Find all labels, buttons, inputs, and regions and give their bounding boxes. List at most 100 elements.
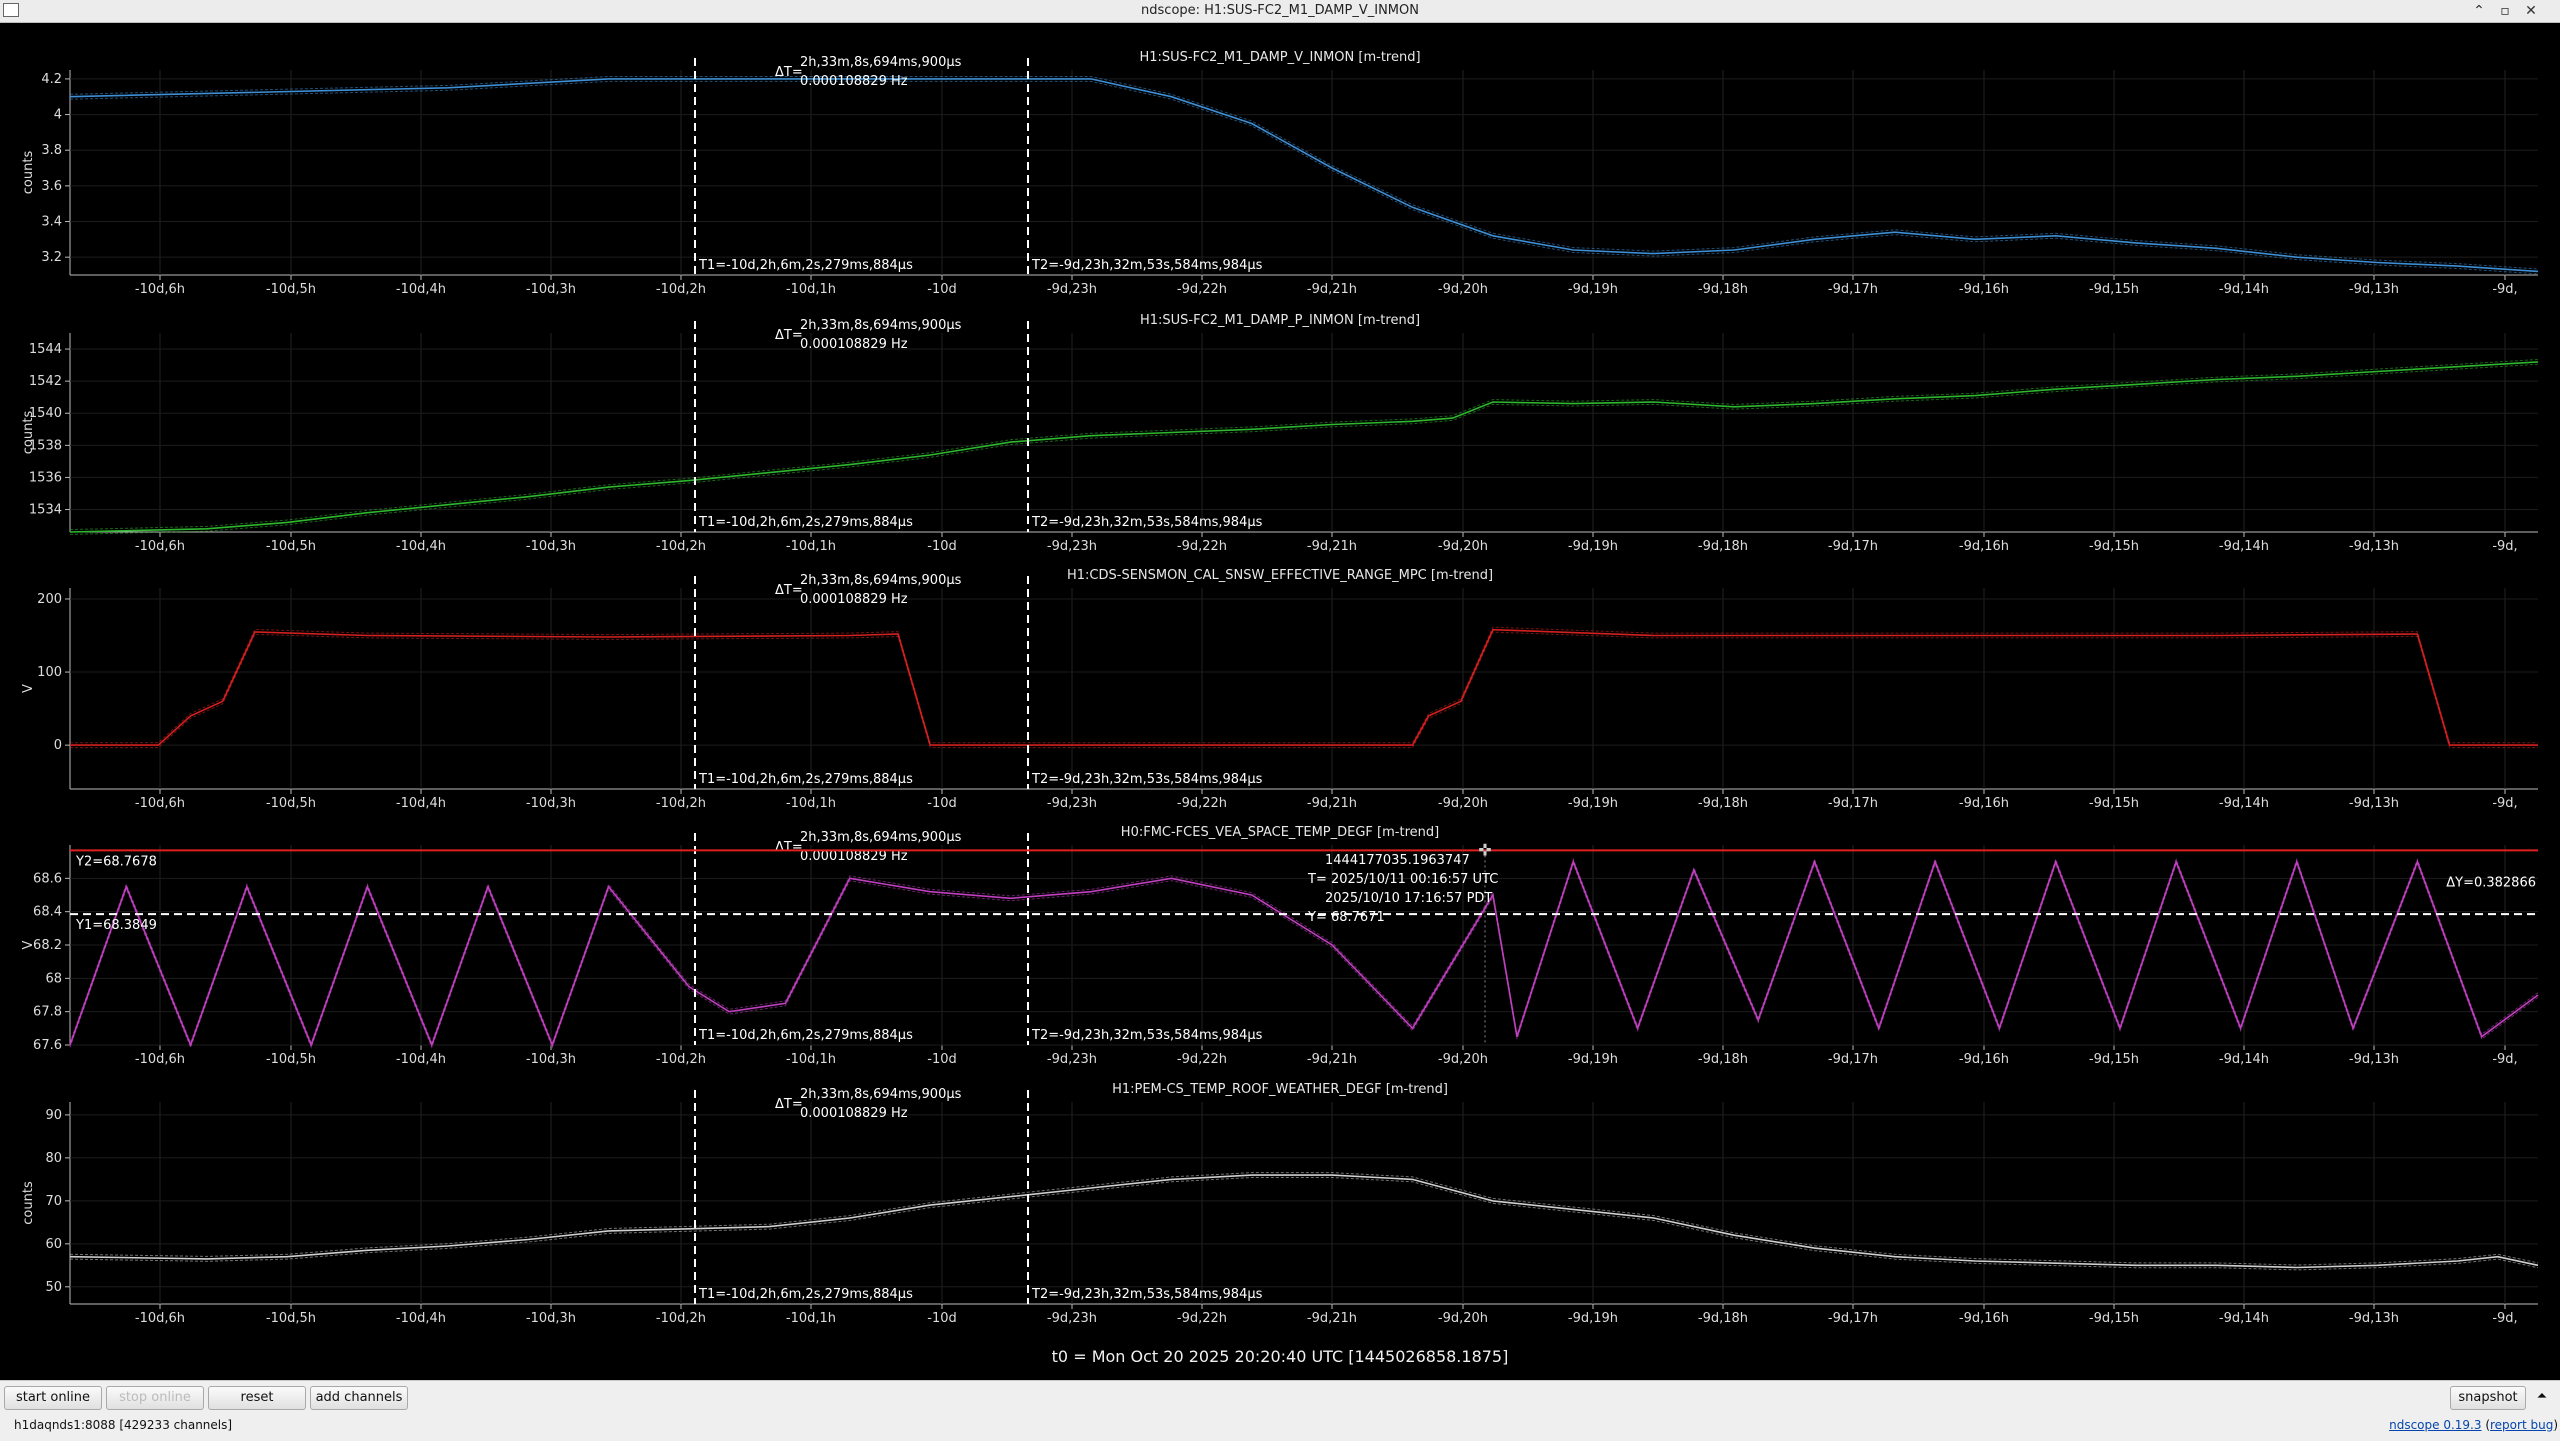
y-axis-label: V [21,940,36,949]
x-tick-label: -10d,4h [396,1052,446,1067]
y-tick-label: 1542 [29,374,62,389]
y-tick-label: 68 [45,971,62,986]
x-tick-label: -9d,21h [1307,1311,1357,1326]
series-min-line [69,1177,2539,1271]
delta-t-prefix: ΔT= [775,65,803,80]
x-tick-label: -10d,3h [526,1311,576,1326]
y-axis-label: V [21,684,36,693]
start-online-button[interactable]: start online [4,1386,102,1410]
x-tick-label: -9d,14h [2219,796,2269,811]
plot-title: H0:FMC-FCES_VEA_SPACE_TEMP_DEGF [m-trend… [1121,825,1439,840]
x-tick-label: -9d,15h [2089,796,2139,811]
x-tick-label: -10d,4h [396,282,446,297]
series-min-line [69,80,2539,275]
y2-label: Y2=68.7678 [75,854,157,869]
x-tick-label: -9d,14h [2219,1052,2269,1067]
crosshair-utc: T= 2025/10/11 00:16:57 UTC [1307,872,1498,887]
x-tick-label: -9d,21h [1307,1052,1357,1067]
delta-t-prefix: ΔT= [775,1097,803,1112]
reset-button[interactable]: reset [208,1386,306,1410]
x-tick-label: -9d,16h [1959,796,2009,811]
delta-t-prefix: ΔT= [775,328,803,343]
add-channels-button[interactable]: add channels [310,1386,408,1410]
delta-y-label: ΔY=0.382866 [2446,875,2536,890]
x-tick-label: -9d,23h [1047,539,1097,554]
x-tick-label: -10d,5h [266,1052,316,1067]
delta-t-value: 2h,33m,8s,694ms,900µs [800,1087,962,1102]
window-menu-icon[interactable] [3,3,19,17]
x-tick-label: -9d,21h [1307,282,1357,297]
snapshot-button[interactable]: snapshot [2450,1386,2526,1410]
x-tick-label: -9d, [2492,282,2517,297]
x-tick-label: -9d,19h [1568,539,1618,554]
series-line [70,628,2538,746]
x-tick-label: -9d,13h [2349,282,2399,297]
plot-title: H1:SUS-FC2_M1_DAMP_V_INMON [m-trend] [1139,50,1420,65]
x-tick-label: -10d,4h [396,1311,446,1326]
series-min-line [69,363,2539,535]
minimize-icon[interactable]: ⌃ [2473,3,2485,19]
x-tick-label: -9d,15h [2089,1052,2139,1067]
x-tick-label: -10d,6h [135,1052,185,1067]
stop-online-button: stop online [106,1386,204,1410]
delta-t-prefix: ΔT= [775,840,803,855]
series-line [69,78,2539,273]
y-tick-label: 0 [54,738,62,753]
y-tick-label: 68.4 [33,905,62,920]
y-tick-label: 1538 [29,438,62,453]
window-title: ndscope: H1:SUS-FC2_M1_DAMP_V_INMON [1141,3,1419,18]
x-tick-label: -10d,2h [656,796,706,811]
maximize-icon[interactable]: ▫ [2500,3,2510,19]
x-tick-label: -9d,22h [1177,1311,1227,1326]
series-max-line [69,359,2539,531]
t1-label: T1=-10d,2h,6m,2s,279ms,884µs [698,1028,913,1043]
x-tick-label: -9d,18h [1698,539,1748,554]
ndscope-version-link[interactable]: ndscope 0.19.3 [2389,1418,2482,1432]
x-tick-label: -10d,6h [135,539,185,554]
x-tick-label: -9d,20h [1438,1311,1488,1326]
x-tick-label: -9d,17h [1828,1311,1878,1326]
x-tick-label: -10d,1h [786,282,836,297]
series-max-line [69,76,2539,270]
series-min-line [70,631,2538,749]
x-tick-label: -9d,15h [2089,282,2139,297]
x-tick-label: -9d,17h [1828,1052,1878,1067]
x-tick-label: -9d,22h [1177,1052,1227,1067]
delta-f-value: 0.000108829 Hz [800,74,908,89]
x-tick-label: -9d,18h [1698,1311,1748,1326]
x-tick-label: -10d [927,282,957,297]
x-tick-label: -9d,14h [2219,539,2269,554]
x-tick-label: -10d,5h [266,282,316,297]
y-tick-label: 1536 [29,470,62,485]
crosshair-pdt: 2025/10/10 17:16:57 PDT [1325,891,1492,906]
y-tick-label: 1534 [29,503,62,518]
series-max-line [69,857,2539,1045]
plot-area[interactable]: H1:SUS-FC2_M1_DAMP_V_INMON [m-trend] -10d… [0,23,2560,1380]
report-bug-link[interactable]: report bug [2490,1418,2554,1432]
x-tick-label: -9d,13h [2349,539,2399,554]
y-tick-label: 100 [37,665,62,680]
x-tick-label: -10d,5h [266,539,316,554]
y-tick-label: 80 [45,1151,62,1166]
x-tick-label: -9d,16h [1959,282,2009,297]
series-min-line [69,862,2539,1049]
plot-title: H1:CDS-SENSMON_CAL_SNSW_EFFECTIVE_RANGE_… [1067,568,1493,583]
delta-t-value: 2h,33m,8s,694ms,900µs [800,318,962,333]
close-icon[interactable]: ✕ [2525,3,2537,19]
x-tick-label: -10d,6h [135,282,185,297]
t0-label: t0 = Mon Oct 20 2025 20:20:40 UTC [14450… [1052,1347,1509,1366]
y-tick-label: 4 [54,108,62,123]
x-tick-label: -9d,13h [2349,796,2399,811]
x-tick-label: -9d,13h [2349,1311,2399,1326]
delta-t-value: 2h,33m,8s,694ms,900µs [800,55,962,70]
x-tick-label: -10d,3h [526,796,576,811]
x-tick-label: -10d,2h [656,282,706,297]
t1-label: T1=-10d,2h,6m,2s,279ms,884µs [698,515,913,530]
crosshair-icon: ✜ [1478,840,1491,859]
t2-label: T2=-9d,23h,32m,53s,584ms,984µs [1031,1028,1263,1043]
x-tick-label: -10d,2h [656,1311,706,1326]
x-tick-label: -9d,19h [1568,1052,1618,1067]
expand-arrow-icon[interactable]: ⏶ [2536,1389,2548,1404]
y-tick-label: 200 [37,592,62,607]
y-tick-label: 3.6 [41,179,62,194]
